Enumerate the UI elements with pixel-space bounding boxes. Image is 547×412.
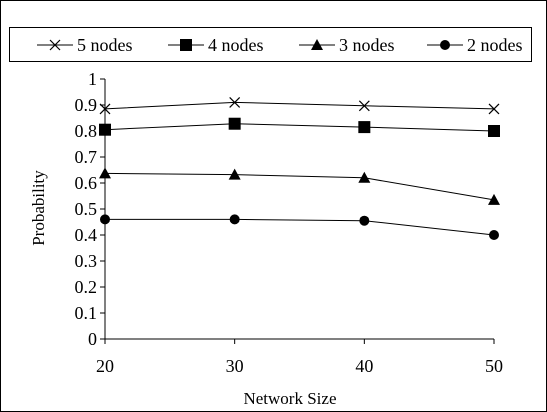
legend: 5 nodes 4 nodes 3 nodes 2 nodes [9,27,532,62]
legend-label: 3 nodes [339,35,395,55]
series-3-nodes [99,167,500,205]
series-4-nodes [99,117,500,137]
data-point [228,117,241,130]
series-2-nodes [100,214,499,240]
series-line [104,172,495,201]
data-point [359,215,370,226]
x-tick-label: 40 [355,356,373,376]
y-tick-label: 0.4 [75,225,98,245]
data-point [99,123,111,136]
data-point [229,214,240,225]
series-5-nodes [99,96,500,115]
legend-label: 4 nodes [208,35,264,55]
x-tick-label: 50 [485,356,503,376]
y-tick-label: 0 [88,329,97,349]
data-point [229,96,241,108]
legend-label: 5 nodes [77,35,133,55]
x-tick-label: 30 [226,356,244,376]
y-tick-label: 0.2 [75,277,98,297]
axes: 0 0.1 0.2 0.3 0.4 0.5 0.6 0.7 0.8 0.9 1 20 30 40 50 [75,69,504,376]
legend-marker [49,39,61,51]
series-line [104,123,495,132]
data-point [100,214,110,225]
data-point [99,167,111,179]
y-tick-label: 0.1 [75,303,98,323]
x-tick-label: 20 [96,356,114,376]
y-tick-label: 0.8 [75,121,98,141]
legend-entry: 3 nodes [299,35,395,55]
y-axis-label: Probability [29,170,48,246]
data-point [489,230,499,240]
data-point [358,121,371,134]
legend-entry: 5 nodes [37,35,133,55]
y-tick-label: 0.6 [75,173,98,193]
data-point [358,171,371,183]
data-point [488,193,500,205]
legend-label: 2 nodes [467,35,523,55]
x-axis-label: Network Size [243,389,336,408]
series-line [105,218,495,236]
data-point [488,125,500,137]
series-layer [99,96,500,240]
y-tick-label: 0.3 [75,251,98,271]
data-point [488,103,500,115]
data-point [99,103,111,115]
y-tick-label: 0.7 [75,147,98,167]
data-point [358,100,370,112]
legend-marker [440,40,450,50]
legend-entry: 2 nodes [427,35,523,55]
y-tick-label: 0.5 [75,199,98,219]
y-tick-label: 1 [88,69,97,89]
legend-entry: 4 nodes [168,35,264,55]
legend-marker [180,39,192,51]
series-line [104,101,495,110]
y-tick-label: 0.9 [75,95,98,115]
legend-marker [311,39,323,50]
data-point [228,168,241,180]
